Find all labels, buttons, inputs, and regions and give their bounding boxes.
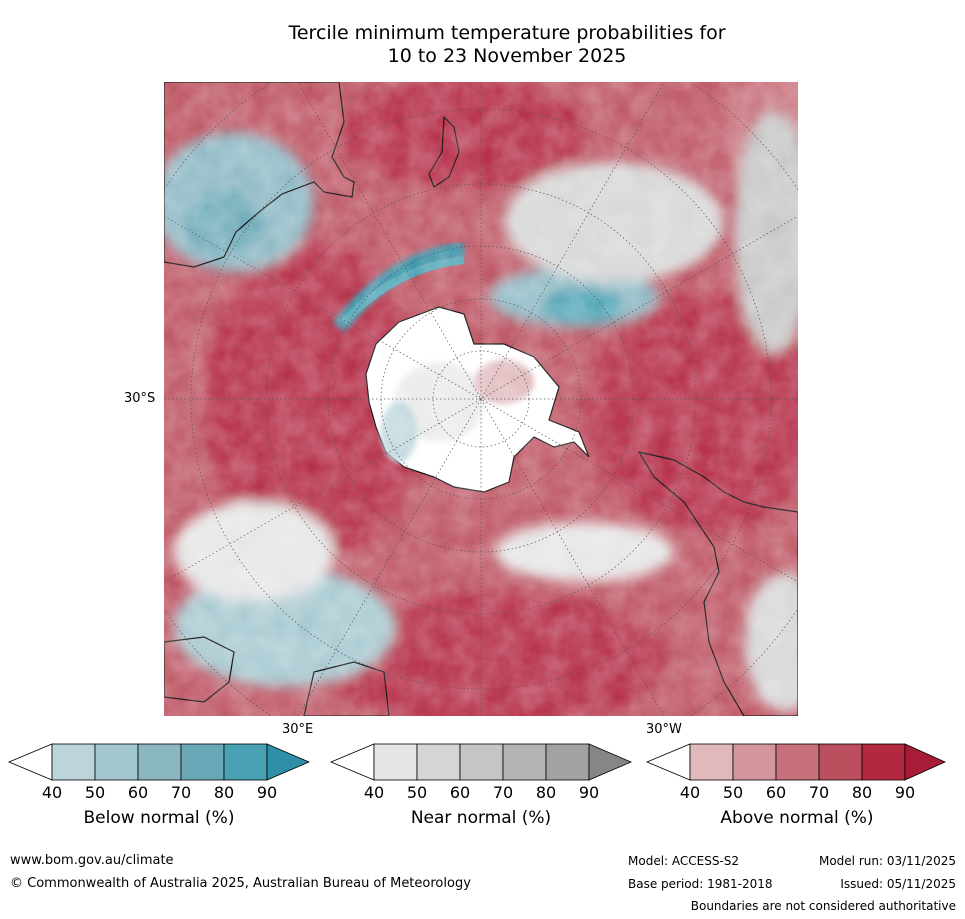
footer-issued: Issued: 05/11/2025 — [840, 877, 956, 891]
colorbar-near-lower-extend — [329, 743, 375, 781]
colorbar-near-tick: 80 — [535, 783, 557, 802]
title-line-2: 10 to 23 November 2025 — [387, 45, 627, 67]
footer-copyright: © Commonwealth of Australia 2025, Austra… — [10, 876, 471, 891]
colorbar-near-upper-extend — [588, 743, 633, 781]
colorbar-above-tick: 50 — [722, 783, 744, 802]
lon-label-30e: 30°E — [282, 722, 314, 737]
colorbar-below-bin-4 — [180, 743, 225, 781]
colorbar-below-tick: 40 — [41, 783, 63, 802]
colorbar-below-tick: 90 — [256, 783, 278, 802]
colorbar-above-tick: 90 — [894, 783, 916, 802]
colorbar-below-tick: 60 — [127, 783, 149, 802]
colorbar-below-bin-2 — [94, 743, 139, 781]
colorbar-near-bin-1 — [373, 743, 418, 781]
colorbar-below-lower-extend — [7, 743, 53, 781]
colorbar-above-tick: 70 — [808, 783, 830, 802]
colorbar-near-tick: 50 — [406, 783, 428, 802]
colorbar-above-lower-extend — [645, 743, 691, 781]
colorbar-above-bin-3 — [775, 743, 820, 781]
colorbar-above-svg — [645, 743, 946, 781]
map-title: Tercile minimum temperature probabilitie… — [0, 22, 965, 68]
polar-map — [164, 82, 798, 716]
colorbar-below-bin-5 — [223, 743, 268, 781]
colorbar-below — [7, 743, 311, 781]
colorbar-above — [645, 743, 947, 781]
colorbar-above-tick: 40 — [679, 783, 701, 802]
footer-url[interactable]: www.bom.gov.au/climate — [10, 853, 174, 868]
colorbar-below-bin-1 — [51, 743, 96, 781]
colorbar-above-tick: 60 — [765, 783, 787, 802]
colorbar-below-tick: 50 — [84, 783, 106, 802]
colorbar-below-bin-3 — [137, 743, 182, 781]
colorbar-above-title: Above normal (%) — [720, 808, 874, 828]
colorbar-near-title: Near normal (%) — [410, 808, 552, 828]
colorbar-near — [329, 743, 633, 781]
colorbar-near-bin-5 — [545, 743, 590, 781]
colorbar-below-tick: 70 — [170, 783, 192, 802]
footer-base-period: Base period: 1981-2018 — [628, 877, 773, 891]
colorbar-above-bin-2 — [732, 743, 777, 781]
colorbar-above-upper-extend — [904, 743, 946, 781]
colorbar-near-tick: 90 — [578, 783, 600, 802]
graticule — [164, 82, 798, 716]
colorbar-above-tick: 80 — [851, 783, 873, 802]
colorbar-near-tick: 40 — [363, 783, 385, 802]
graticule-ring-5 — [190, 108, 772, 690]
colorbar-near-tick: 60 — [449, 783, 471, 802]
colorbar-near-bin-3 — [459, 743, 504, 781]
colorbar-below-tick: 80 — [213, 783, 235, 802]
colorbar-above-bin-4 — [818, 743, 863, 781]
lat-label-30s: 30°S — [124, 391, 156, 406]
colorbar-near-bin-4 — [502, 743, 547, 781]
colorbar-below-svg — [7, 743, 311, 781]
colorbar-below-title: Below normal (%) — [83, 808, 235, 828]
footer-disclaimer: Boundaries are not considered authoritat… — [690, 899, 956, 913]
map-svg — [164, 82, 798, 716]
colorbar-near-bin-2 — [416, 743, 461, 781]
title-line-1: Tercile minimum temperature probabilitie… — [288, 22, 726, 44]
colorbar-near-svg — [329, 743, 633, 781]
colorbar-below-upper-extend — [266, 743, 311, 781]
colorbar-near-tick: 70 — [492, 783, 514, 802]
footer-model-run: Model run: 03/11/2025 — [818, 854, 956, 868]
colorbar-above-bin-5 — [861, 743, 906, 781]
colorbar-above-bin-1 — [689, 743, 734, 781]
footer-model: Model: ACCESS-S2 — [628, 854, 740, 868]
lon-label-30w: 30°W — [646, 722, 682, 737]
